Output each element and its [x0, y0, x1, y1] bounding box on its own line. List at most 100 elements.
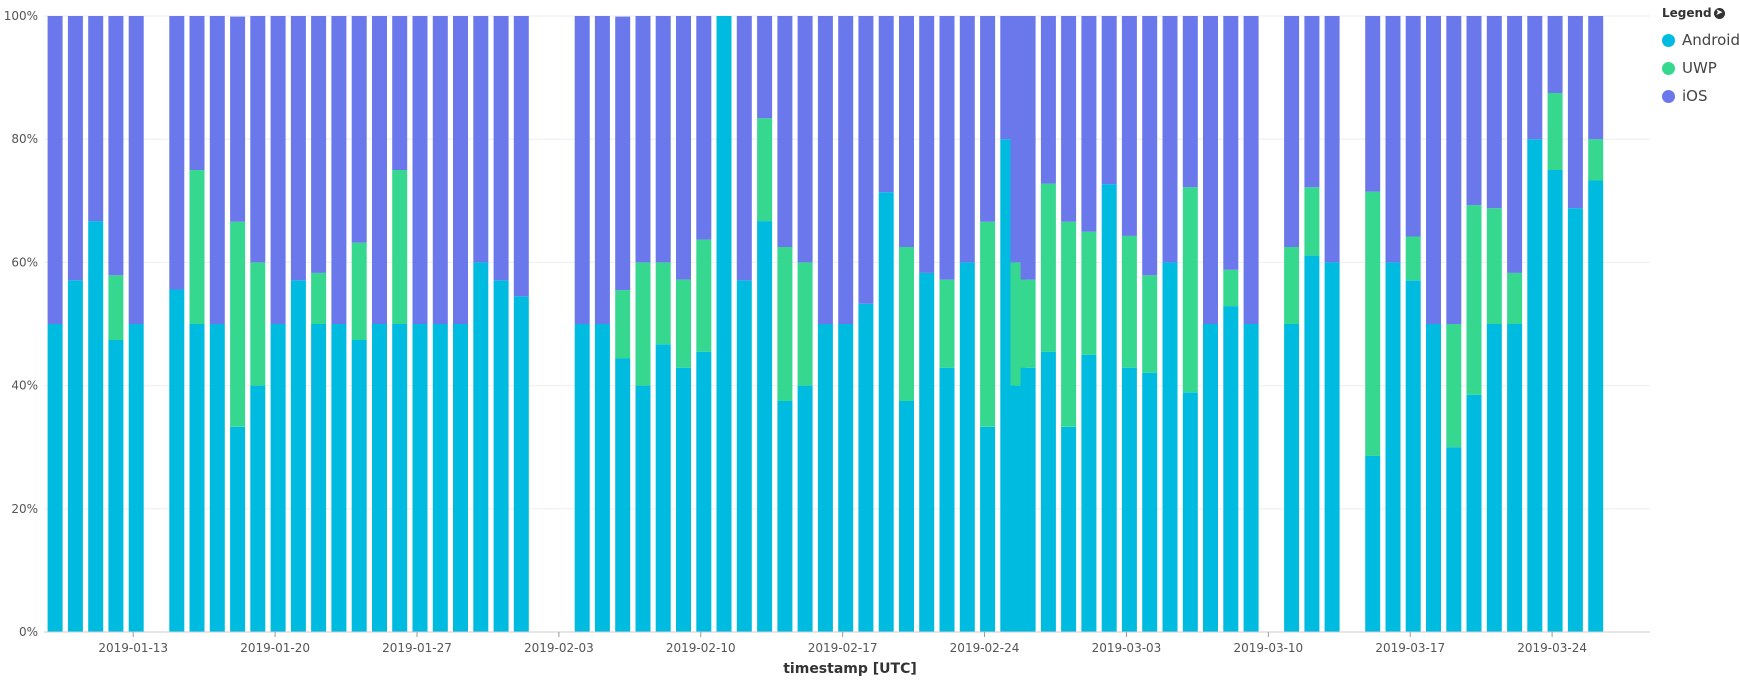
- bar-segment-android[interactable]: [1304, 255, 1320, 632]
- bar-segment-ios[interactable]: [1284, 16, 1300, 247]
- bar-segment-ios[interactable]: [230, 16, 246, 222]
- bar-segment-uwp[interactable]: [1466, 205, 1482, 395]
- bar-segment-uwp[interactable]: [351, 242, 367, 340]
- bar-segment-ios[interactable]: [250, 16, 266, 263]
- bar-segment-android[interactable]: [1061, 426, 1077, 632]
- bar-segment-android[interactable]: [209, 324, 225, 632]
- bar-segment-ios[interactable]: [838, 16, 854, 324]
- bar-segment-android[interactable]: [1365, 455, 1381, 632]
- bar-segment-ios[interactable]: [189, 16, 205, 170]
- bar-segment-uwp[interactable]: [108, 275, 124, 340]
- bar-segment-android[interactable]: [128, 324, 144, 632]
- bar-segment-ios[interactable]: [817, 16, 833, 324]
- bar-segment-ios[interactable]: [1507, 16, 1523, 273]
- bar-segment-android[interactable]: [351, 340, 367, 632]
- bar-segment-android[interactable]: [1182, 392, 1198, 632]
- bar-segment-uwp[interactable]: [1304, 187, 1320, 256]
- bar-segment-android[interactable]: [878, 192, 894, 632]
- bar-segment-ios[interactable]: [392, 16, 408, 170]
- legend-item-uwp[interactable]: UWP: [1662, 54, 1739, 82]
- bar-segment-android[interactable]: [919, 272, 935, 632]
- bar-segment-android[interactable]: [696, 351, 712, 632]
- bar-segment-android[interactable]: [655, 344, 671, 632]
- bar-segment-ios[interactable]: [47, 16, 63, 324]
- bar-segment-uwp[interactable]: [655, 262, 671, 345]
- bar-segment-uwp[interactable]: [392, 170, 408, 324]
- bar-segment-android[interactable]: [757, 221, 773, 632]
- bar-segment-android[interactable]: [67, 280, 83, 632]
- bar-segment-android[interactable]: [47, 324, 63, 632]
- bar-segment-android[interactable]: [838, 324, 854, 632]
- bar-segment-uwp[interactable]: [1081, 231, 1097, 355]
- bar-segment-android[interactable]: [635, 385, 651, 632]
- bar-segment-android[interactable]: [412, 324, 428, 632]
- bar-segment-android[interactable]: [1101, 184, 1117, 632]
- bar-segment-ios[interactable]: [169, 16, 185, 290]
- bar-segment-android[interactable]: [1466, 394, 1482, 632]
- bar-segment-ios[interactable]: [655, 16, 671, 263]
- bar-segment-ios[interactable]: [1162, 16, 1178, 263]
- bar-segment-ios[interactable]: [453, 16, 468, 324]
- bar-segment-android[interactable]: [108, 340, 124, 632]
- bar-segment-ios[interactable]: [1243, 16, 1259, 324]
- bar-segment-android[interactable]: [736, 280, 752, 632]
- bar-segment-uwp[interactable]: [189, 170, 205, 324]
- bar-segment-android[interactable]: [493, 280, 509, 632]
- bar-segment-ios[interactable]: [919, 16, 935, 273]
- bar-segment-android[interactable]: [1020, 367, 1036, 632]
- bar-segment-android[interactable]: [1162, 262, 1178, 632]
- bar-segment-ios[interactable]: [1365, 16, 1381, 192]
- bar-segment-uwp[interactable]: [1142, 275, 1158, 373]
- bar-segment-ios[interactable]: [432, 16, 448, 324]
- bar-segment-ios[interactable]: [290, 16, 306, 281]
- bar-segment-uwp[interactable]: [1588, 139, 1604, 181]
- bar-segment-ios[interactable]: [1405, 16, 1421, 237]
- legend-header[interactable]: Legend ➤: [1662, 6, 1739, 20]
- bar-segment-uwp[interactable]: [1061, 221, 1077, 427]
- bar-segment-android[interactable]: [1243, 324, 1259, 632]
- bar-segment-android[interactable]: [473, 262, 489, 632]
- bar-segment-android[interactable]: [1588, 180, 1604, 633]
- bar-segment-android[interactable]: [676, 367, 691, 632]
- bar-segment-ios[interactable]: [574, 16, 590, 324]
- bar-segment-ios[interactable]: [1142, 16, 1158, 276]
- bar-segment-ios[interactable]: [1426, 16, 1441, 324]
- bar-segment-ios[interactable]: [676, 16, 691, 280]
- bar-segment-ios[interactable]: [1567, 16, 1583, 209]
- bar-segment-android[interactable]: [1223, 306, 1239, 632]
- bar-segment-uwp[interactable]: [250, 262, 266, 386]
- bar-segment-ios[interactable]: [209, 16, 225, 324]
- bar-segment-uwp[interactable]: [696, 239, 712, 352]
- bar-segment-ios[interactable]: [1385, 16, 1401, 263]
- bar-segment-ios[interactable]: [736, 16, 752, 281]
- bar-segment-android[interactable]: [959, 262, 975, 632]
- bar-segment-android[interactable]: [1405, 280, 1421, 632]
- bar-segment-ios[interactable]: [1486, 16, 1502, 209]
- bar-segment-ios[interactable]: [1182, 16, 1198, 188]
- bar-segment-ios[interactable]: [1223, 16, 1239, 270]
- bar-segment-ios[interactable]: [899, 16, 914, 247]
- bar-segment-android[interactable]: [1284, 324, 1300, 632]
- bar-segment-android[interactable]: [169, 289, 185, 633]
- circle-arrow-right-icon[interactable]: ➤: [1713, 7, 1725, 19]
- bar-segment-uwp[interactable]: [1223, 269, 1239, 307]
- bar-segment-ios[interactable]: [1203, 16, 1218, 324]
- bar-segment-ios[interactable]: [1101, 16, 1117, 185]
- bar-segment-android[interactable]: [1426, 324, 1441, 632]
- bar-segment-ios[interactable]: [1588, 16, 1604, 140]
- bar-segment-android[interactable]: [797, 385, 813, 632]
- bar-segment-android[interactable]: [1385, 262, 1401, 632]
- bar-segment-ios[interactable]: [777, 16, 793, 247]
- bar-segment-ios[interactable]: [67, 16, 83, 281]
- bar-segment-ios[interactable]: [1466, 16, 1482, 206]
- bar-segment-ios[interactable]: [797, 16, 813, 263]
- bar-segment-android[interactable]: [594, 324, 610, 632]
- bar-segment-ios[interactable]: [757, 16, 773, 119]
- bar-segment-ios[interactable]: [939, 16, 955, 280]
- bar-segment-android[interactable]: [230, 426, 246, 632]
- bar-segment-uwp[interactable]: [1182, 187, 1198, 393]
- bar-segment-ios[interactable]: [351, 16, 367, 243]
- bar-segment-uwp[interactable]: [1040, 183, 1056, 352]
- bar-segment-android[interactable]: [1446, 447, 1462, 632]
- bar-segment-uwp[interactable]: [939, 279, 955, 368]
